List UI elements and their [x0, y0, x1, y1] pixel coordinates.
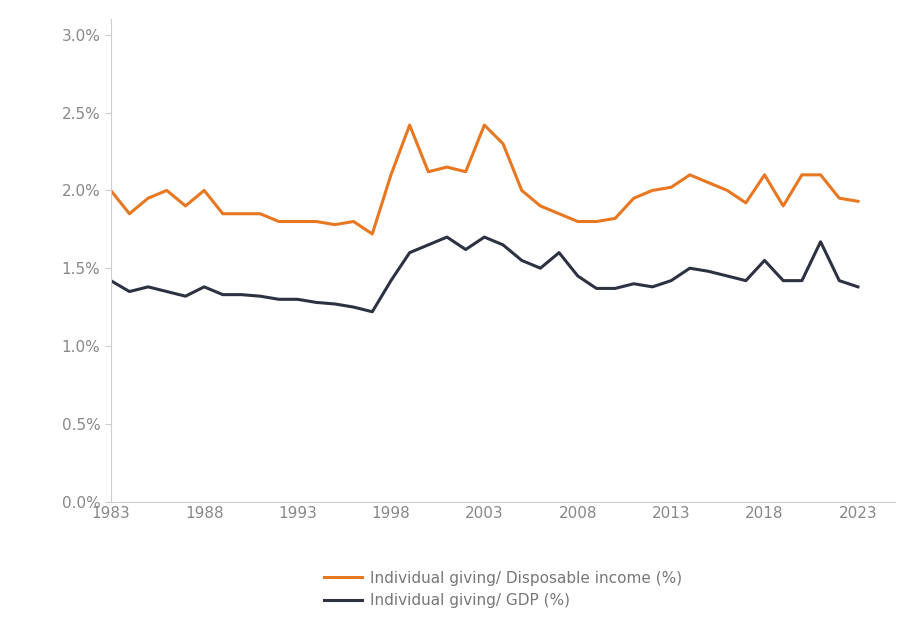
Individual giving/ GDP (%) — [534, 264, 545, 272]
Individual giving/ GDP (%) — [591, 285, 602, 293]
Individual giving/ GDP (%) — [273, 295, 284, 303]
Individual giving/ Disposable income (%) — [572, 218, 583, 226]
Individual giving/ GDP (%) — [703, 267, 714, 275]
Individual giving/ GDP (%) — [255, 293, 266, 300]
Individual giving/ Disposable income (%) — [236, 210, 247, 217]
Individual giving/ Disposable income (%) — [217, 210, 228, 217]
Individual giving/ Disposable income (%) — [853, 197, 864, 205]
Individual giving/ GDP (%) — [330, 300, 341, 308]
Individual giving/ GDP (%) — [404, 249, 415, 257]
Individual giving/ GDP (%) — [815, 238, 826, 246]
Individual giving/ GDP (%) — [684, 264, 695, 272]
Individual giving/ GDP (%) — [759, 257, 770, 264]
Individual giving/ Disposable income (%) — [778, 202, 789, 210]
Individual giving/ GDP (%) — [665, 276, 677, 284]
Individual giving/ Disposable income (%) — [703, 179, 714, 186]
Individual giving/ GDP (%) — [778, 276, 789, 284]
Individual giving/ GDP (%) — [198, 283, 210, 291]
Individual giving/ Disposable income (%) — [330, 221, 341, 228]
Individual giving/ GDP (%) — [236, 291, 247, 298]
Individual giving/ Disposable income (%) — [797, 171, 808, 179]
Individual giving/ GDP (%) — [366, 308, 378, 316]
Individual giving/ GDP (%) — [423, 241, 434, 249]
Individual giving/ GDP (%) — [833, 276, 845, 284]
Individual giving/ GDP (%) — [124, 287, 135, 295]
Individual giving/ GDP (%) — [629, 280, 640, 287]
Individual giving/ Disposable income (%) — [404, 122, 415, 129]
Individual giving/ GDP (%) — [311, 298, 322, 306]
Individual giving/ GDP (%) — [497, 241, 509, 249]
Individual giving/ Disposable income (%) — [348, 218, 359, 226]
Individual giving/ Disposable income (%) — [497, 140, 509, 148]
Line: Individual giving/ GDP (%): Individual giving/ GDP (%) — [111, 237, 858, 312]
Individual giving/ Disposable income (%) — [815, 171, 826, 179]
Individual giving/ GDP (%) — [853, 283, 864, 291]
Individual giving/ Disposable income (%) — [534, 202, 545, 210]
Individual giving/ Disposable income (%) — [665, 183, 677, 191]
Individual giving/ Disposable income (%) — [759, 171, 770, 179]
Individual giving/ GDP (%) — [441, 233, 452, 241]
Individual giving/ Disposable income (%) — [554, 210, 565, 217]
Individual giving/ Disposable income (%) — [273, 218, 284, 226]
Individual giving/ GDP (%) — [572, 272, 583, 280]
Individual giving/ Disposable income (%) — [423, 168, 434, 176]
Individual giving/ Disposable income (%) — [441, 163, 452, 171]
Individual giving/ GDP (%) — [105, 276, 116, 284]
Individual giving/ Disposable income (%) — [684, 171, 695, 179]
Individual giving/ Disposable income (%) — [516, 186, 527, 194]
Individual giving/ Disposable income (%) — [366, 230, 378, 238]
Individual giving/ Disposable income (%) — [591, 218, 602, 226]
Individual giving/ GDP (%) — [740, 276, 751, 284]
Line: Individual giving/ Disposable income (%): Individual giving/ Disposable income (%) — [111, 125, 858, 234]
Individual giving/ GDP (%) — [180, 293, 191, 300]
Individual giving/ GDP (%) — [142, 283, 153, 291]
Individual giving/ Disposable income (%) — [198, 186, 210, 194]
Individual giving/ GDP (%) — [162, 287, 173, 295]
Individual giving/ Disposable income (%) — [479, 122, 490, 129]
Individual giving/ Disposable income (%) — [740, 199, 751, 206]
Individual giving/ GDP (%) — [479, 233, 490, 241]
Individual giving/ GDP (%) — [647, 283, 658, 291]
Individual giving/ Disposable income (%) — [647, 186, 658, 194]
Individual giving/ GDP (%) — [554, 249, 565, 257]
Individual giving/ Disposable income (%) — [386, 171, 397, 179]
Individual giving/ GDP (%) — [461, 246, 472, 253]
Individual giving/ Disposable income (%) — [722, 186, 733, 194]
Individual giving/ GDP (%) — [217, 291, 228, 298]
Individual giving/ Disposable income (%) — [461, 168, 472, 176]
Individual giving/ Disposable income (%) — [142, 194, 153, 202]
Individual giving/ GDP (%) — [348, 303, 359, 311]
Individual giving/ GDP (%) — [797, 276, 808, 284]
Individual giving/ GDP (%) — [722, 272, 733, 280]
Individual giving/ GDP (%) — [386, 276, 397, 284]
Individual giving/ Disposable income (%) — [629, 194, 640, 202]
Individual giving/ GDP (%) — [609, 285, 620, 293]
Individual giving/ Disposable income (%) — [105, 186, 116, 194]
Individual giving/ Disposable income (%) — [180, 202, 191, 210]
Individual giving/ Disposable income (%) — [311, 218, 322, 226]
Individual giving/ GDP (%) — [292, 295, 303, 303]
Individual giving/ Disposable income (%) — [609, 215, 620, 222]
Individual giving/ Disposable income (%) — [162, 186, 173, 194]
Individual giving/ Disposable income (%) — [124, 210, 135, 217]
Individual giving/ GDP (%) — [516, 257, 527, 264]
Legend: Individual giving/ Disposable income (%), Individual giving/ GDP (%): Individual giving/ Disposable income (%)… — [318, 565, 689, 615]
Individual giving/ Disposable income (%) — [292, 218, 303, 226]
Individual giving/ Disposable income (%) — [833, 194, 845, 202]
Individual giving/ Disposable income (%) — [255, 210, 266, 217]
